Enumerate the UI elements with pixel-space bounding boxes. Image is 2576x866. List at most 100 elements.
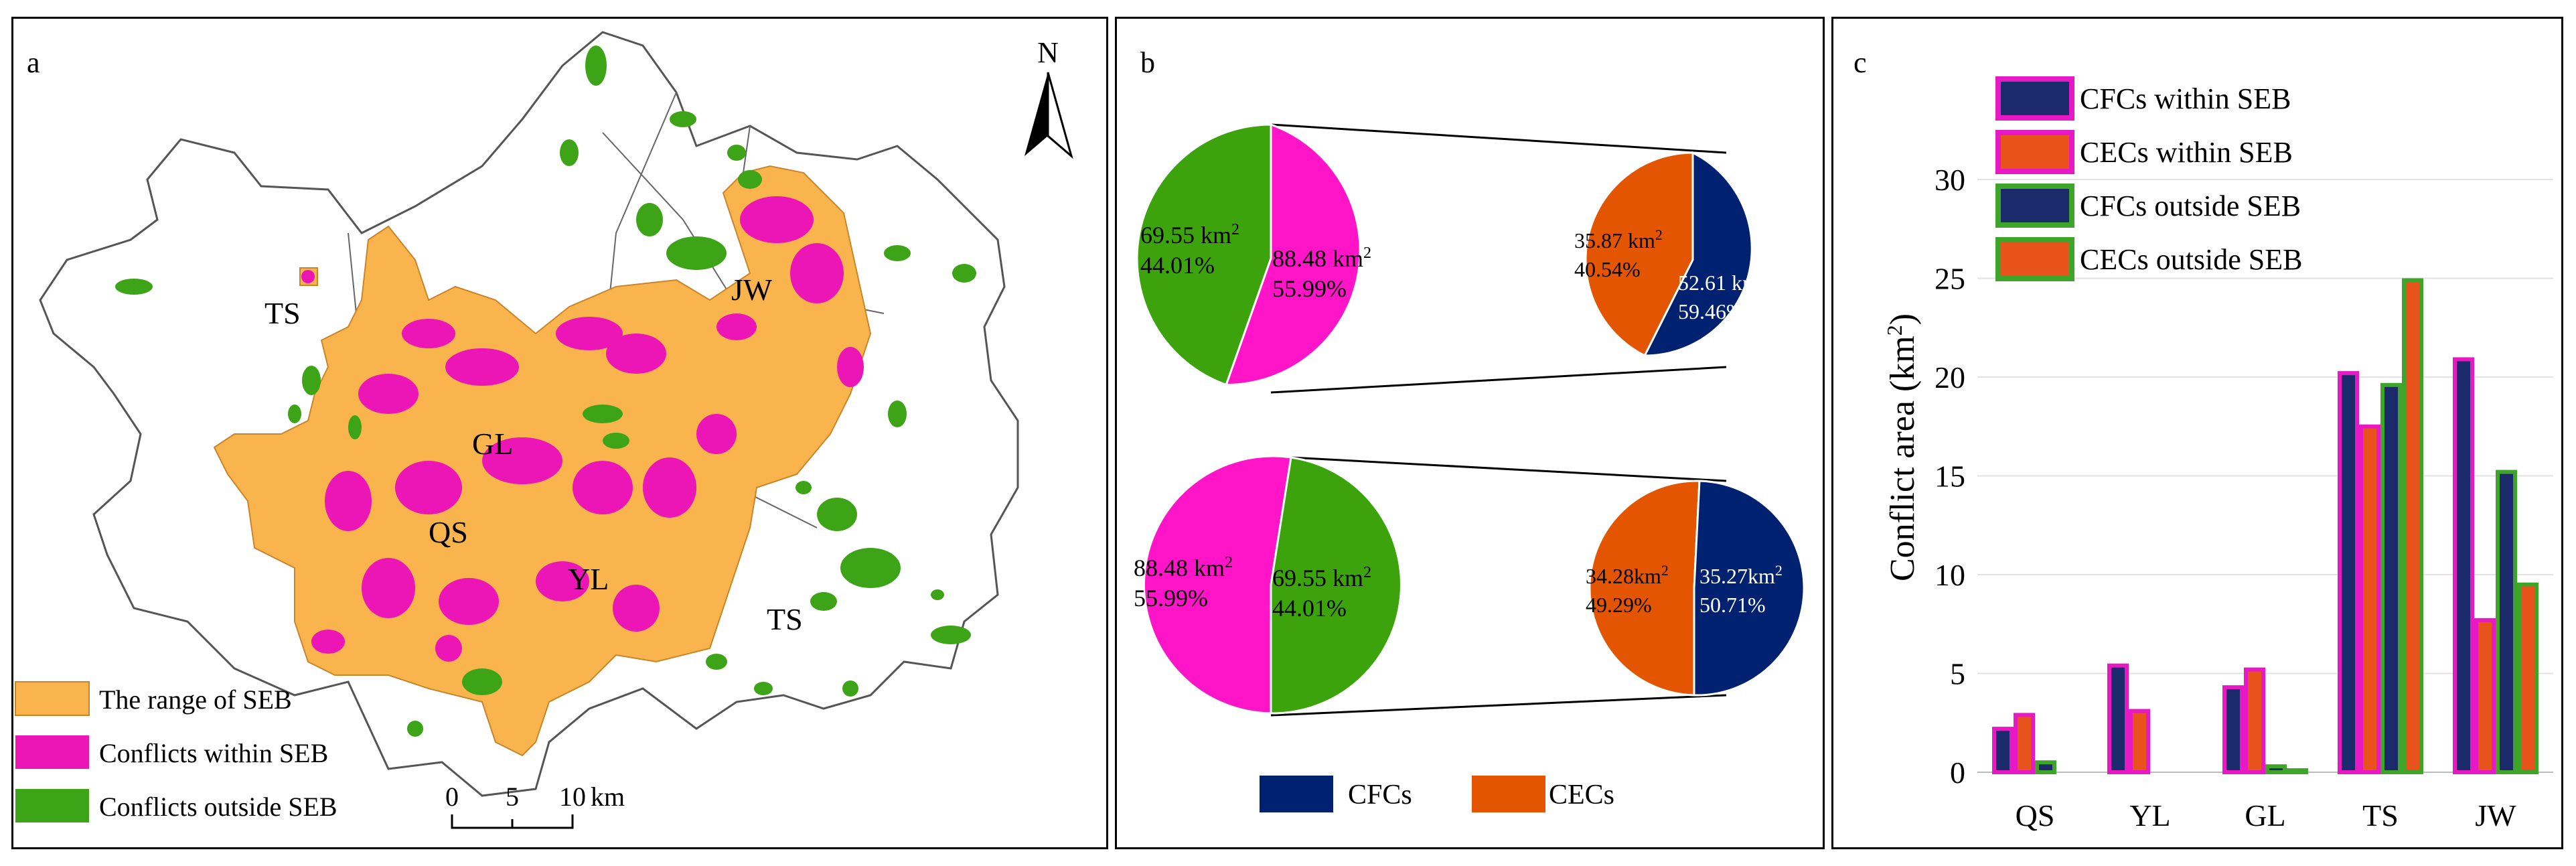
pie-slice-orange (1584, 151, 1694, 358)
legend-label: CECs within SEB (2080, 136, 2293, 169)
pie-bl-pink-value: 88.48 km (1134, 555, 1225, 581)
bars (1992, 278, 2539, 775)
sup: 2 (1759, 269, 1766, 285)
bar-ts-series-2 (2380, 382, 2402, 774)
region-label-ts-east: TS (767, 602, 803, 636)
bar-gl-series-3 (2287, 768, 2308, 775)
y-tick-label: 5 (1950, 657, 1965, 691)
sup: 2 (1661, 562, 1669, 579)
svg-text:88.48 km2: 88.48 km2 (1134, 554, 1233, 581)
legend-swatch (1995, 76, 2074, 121)
svg-text:35.27km2: 35.27km2 (1699, 562, 1783, 589)
svg-text:88.48 km2: 88.48 km2 (1272, 244, 1371, 272)
legend-swatch-within (15, 735, 89, 769)
pie-bl-pink-pct: 55.99% (1134, 585, 1208, 611)
pie-slice-pink (1142, 455, 1292, 715)
sup: 2 (1363, 564, 1371, 581)
pie-tr-blue-value: 52.61 km (1678, 271, 1759, 295)
legend-swatch-seb (15, 681, 90, 716)
y-tick-label: 0 (1950, 755, 1965, 790)
bar-gl-series-0 (2222, 685, 2244, 775)
connector-lines-top (1270, 123, 1727, 394)
pie-bottom-right: 34.28km2 49.29% 35.27km2 50.71% (1586, 480, 1805, 697)
pie-slice-green (1136, 123, 1272, 386)
bar-jw-series-1 (2474, 618, 2496, 774)
panel-b-label: b (1140, 46, 1155, 79)
legend-swatch (1995, 184, 2074, 228)
legend-label-cfcs: CFCs (1348, 780, 1412, 810)
bar-yl-series-1 (2129, 709, 2150, 775)
map-legend: The range of SEB Conflicts within SEB Co… (15, 681, 337, 822)
pie-tl-green-value: 69.55 km (1140, 222, 1231, 248)
region-label-qs: QS (429, 515, 468, 549)
panel-a-map: a TS JW GL QS YL (11, 17, 1108, 849)
pie-tr-orange-pct: 40.54% (1574, 257, 1641, 281)
scale-bar: 0 5 10 km (445, 782, 625, 829)
y-axis-label-sup: 2 (1882, 325, 1906, 336)
scale-tick-10: 10 (559, 782, 586, 812)
bar-gl-series-1 (2244, 667, 2265, 774)
y-axis-label-text: Conflict area (km (1884, 336, 1922, 581)
pie-legend: CFCs CECs (1260, 776, 1614, 812)
conflicts-outside-seb (115, 46, 976, 737)
pie-slice-green (1270, 456, 1402, 715)
pie-br-blue-pct: 50.71% (1699, 593, 1766, 617)
region-label-jw: JW (731, 273, 773, 307)
bar-yl-series-0 (2107, 663, 2129, 775)
region-label-ts-west: TS (264, 296, 301, 330)
pie-tr-orange-value: 35.87 km (1574, 228, 1655, 252)
map-svg: a TS JW GL QS YL (15, 31, 1073, 829)
sup: 2 (1231, 221, 1239, 238)
pie-br-orange-pct: 49.29% (1586, 593, 1652, 617)
bar-gl-series-2 (2265, 764, 2287, 775)
bar-legend: CFCs within SEB CECs within SEB CFCs outsi… (1995, 76, 2303, 281)
pies-svg: b 69.55 km2 44.01% 88.48 km2 55.99% 35.8… (1134, 46, 1805, 812)
scale-tick-0: 0 (445, 782, 459, 812)
pie-bl-green-pct: 44.01% (1272, 595, 1347, 622)
sup: 2 (1363, 244, 1371, 262)
sup: 2 (1225, 554, 1233, 571)
bar-qs-series-2 (2035, 760, 2056, 774)
bar-jw-series-3 (2517, 582, 2539, 774)
legend-label-within: Conflicts within SEB (99, 738, 328, 768)
legend-swatch-cfcs (1260, 776, 1333, 812)
y-axis-label: Conflict area (km2) (1882, 313, 1922, 581)
pie-tr-blue-pct: 59.46% (1678, 299, 1744, 323)
pie-slice-blue (1643, 151, 1753, 357)
x-tick-label: YL (2129, 798, 2170, 833)
sup: 2 (1775, 562, 1783, 579)
legend-swatch (1995, 237, 2074, 281)
pie-top-left: 69.55 km2 44.01% 88.48 km2 55.99% (1136, 123, 1371, 386)
x-tick-label: GL (2245, 798, 2285, 833)
bar-qs-series-1 (2014, 713, 2035, 774)
y-tick-label: 20 (1935, 360, 1965, 394)
scale-tick-5: 5 (506, 782, 519, 812)
pie-slice-blue (1693, 480, 1805, 697)
connector-lines-bottom (1270, 456, 1727, 717)
y-tick-label: 25 (1935, 262, 1965, 296)
bar-qs-series-0 (1992, 727, 2014, 774)
x-tick-labels: QS YL GL TS JW (2016, 798, 2517, 833)
y-tick-labels: 0 5 10 15 20 25 30 (1935, 163, 1965, 790)
x-tick-label: TS (2362, 798, 2399, 833)
region-label-yl: YL (568, 562, 609, 596)
pie-tl-green-pct: 44.01% (1140, 252, 1215, 279)
pie-bottom-left: 88.48 km2 55.99% 69.55 km2 44.01% (1134, 455, 1402, 715)
pie-tl-pink-value: 88.48 km (1272, 245, 1363, 272)
svg-text:69.55 km2: 69.55 km2 (1140, 221, 1239, 248)
north-arrow-icon: N (1025, 36, 1073, 159)
legend-label: CFCs within SEB (2080, 82, 2291, 115)
bar-chart-svg: c Conflict area (km2) 0 5 10 15 20 25 30 QS YL G… (1853, 46, 2553, 833)
svg-text:69.55 km2: 69.55 km2 (1272, 564, 1371, 591)
svg-text:35.87 km2: 35.87 km2 (1574, 226, 1663, 253)
pie-slice-orange (1588, 480, 1701, 697)
pie-tl-pink-pct: 55.99% (1272, 275, 1347, 302)
legend-label-cecs: CECs (1549, 780, 1614, 810)
panel-c-label: c (1853, 46, 1867, 79)
legend-label-seb: The range of SEB (99, 684, 292, 715)
region-label-gl: GL (472, 427, 513, 461)
y-axis-label-close: ) (1884, 313, 1922, 325)
svg-text:34.28km2: 34.28km2 (1586, 562, 1669, 589)
north-label: N (1037, 36, 1059, 69)
pie-bl-green-value: 69.55 km (1272, 565, 1363, 591)
